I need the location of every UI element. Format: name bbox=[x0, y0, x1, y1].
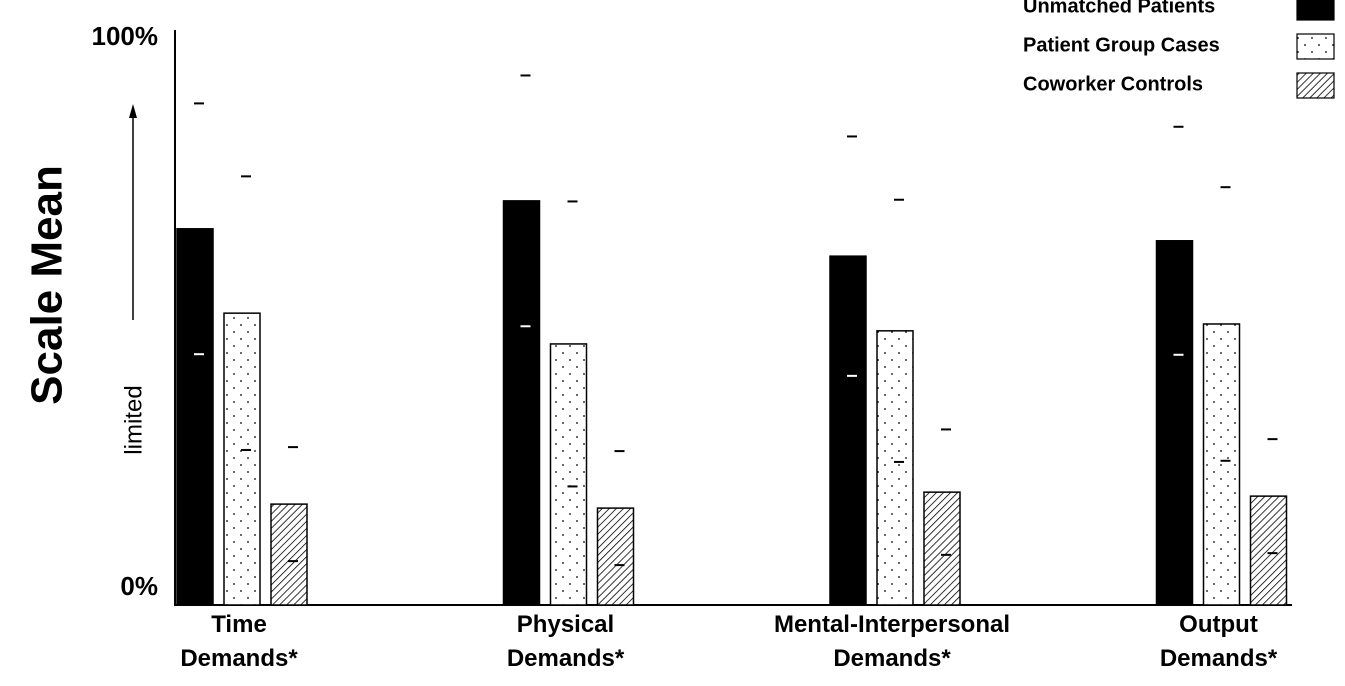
legend-swatch bbox=[1296, 33, 1335, 60]
legend-label: Unmatched Patients bbox=[1023, 0, 1215, 17]
bar bbox=[1155, 240, 1194, 606]
bar bbox=[502, 200, 541, 606]
x-tick-label: Physical Demands* bbox=[506, 611, 625, 672]
bar bbox=[549, 343, 588, 606]
bar bbox=[223, 312, 261, 606]
bar bbox=[829, 255, 867, 606]
x-tick-label: Time Demands* bbox=[180, 611, 298, 672]
x-tick-label: Mental-Interpersonal Demands* bbox=[773, 611, 1011, 672]
x-tick-label: Output Demands* bbox=[1159, 611, 1278, 672]
bar bbox=[596, 507, 635, 606]
bar bbox=[176, 228, 214, 606]
bar bbox=[270, 503, 308, 606]
bar bbox=[876, 330, 914, 606]
bar bbox=[1249, 495, 1288, 606]
legend-label: Coworker Controls bbox=[1023, 73, 1203, 95]
y-tick-label: 100% bbox=[92, 21, 159, 51]
legend-swatch bbox=[1296, 72, 1335, 99]
y-tick-label: 0% bbox=[120, 571, 158, 601]
arrow-head bbox=[129, 104, 137, 118]
annotation: limited bbox=[120, 385, 147, 454]
legend-swatch bbox=[1296, 0, 1335, 21]
y-axis-label: Scale Mean bbox=[23, 165, 72, 405]
bar bbox=[1202, 323, 1241, 606]
bar bbox=[923, 491, 961, 606]
legend-label: Patient Group Cases bbox=[1023, 34, 1220, 56]
